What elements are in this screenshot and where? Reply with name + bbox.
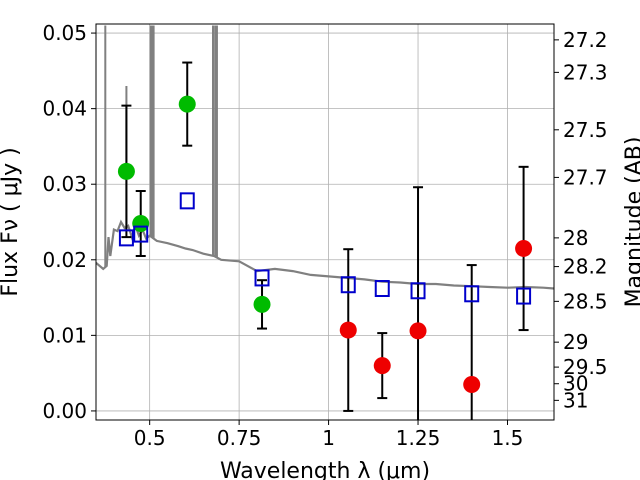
data-point	[253, 295, 271, 313]
right-axis-label: Magnitude (AB)	[622, 137, 640, 308]
data-point	[463, 375, 481, 393]
right-tick-label: 28.2	[563, 255, 608, 279]
y-tick-label: 0.05	[42, 21, 87, 45]
model-square	[133, 225, 149, 243]
spectrum-layer	[96, 25, 554, 290]
y-tick-label: 0.03	[42, 172, 87, 196]
y-tick-label: 0.01	[42, 323, 87, 347]
data-point	[132, 215, 150, 233]
x-tick-label: 0.75	[217, 426, 262, 450]
plot-frame	[95, 23, 555, 421]
data-point	[117, 162, 135, 180]
x-axis-label: Wavelength λ (μm)	[220, 459, 430, 480]
x-axis-ticks: 0.5 0.75 1 1.25 1.5	[134, 420, 524, 450]
model-square	[464, 285, 480, 303]
model-square	[516, 287, 532, 305]
y-tick-label: 0.00	[42, 399, 87, 423]
spectrum-group	[96, 25, 554, 290]
model-square	[374, 280, 390, 298]
right-tick-label: 27.3	[563, 60, 608, 84]
points-layer	[117, 61, 533, 420]
right-tick-label: 28.5	[563, 289, 608, 313]
x-tick-label: 0.5	[134, 426, 166, 450]
right-tick-label: 28	[563, 226, 588, 250]
data-point	[373, 357, 391, 375]
model-square	[118, 229, 134, 247]
data-point	[339, 321, 357, 339]
right-tick-label: 31	[563, 388, 588, 412]
model-square	[254, 269, 270, 287]
x-tick-label: 1.25	[396, 426, 441, 450]
y-axis-label: Flux Fν ( μJy )	[0, 147, 23, 296]
right-tick-label: 27.2	[563, 28, 608, 52]
data-point	[515, 239, 533, 257]
right-tick-label: 29.5	[563, 355, 608, 379]
x-tick-label: 1.5	[492, 426, 524, 450]
right-tick-label: 29	[563, 330, 588, 354]
model-square	[410, 282, 426, 300]
x-tick-label: 1	[322, 426, 335, 450]
right-tick-label: 27.7	[563, 165, 608, 189]
grid	[96, 24, 554, 420]
right-tick-label: 30	[563, 372, 588, 396]
y-axis-ticks: 0.00 0.01 0.02 0.03 0.04 0.05	[42, 21, 96, 423]
data-point	[178, 95, 196, 113]
y-tick-label: 0.04	[42, 97, 87, 121]
model-spectrum-line	[96, 219, 554, 290]
data-point	[409, 322, 427, 340]
model-square	[340, 276, 356, 294]
right-tick-label: 27.5	[563, 118, 608, 142]
y-tick-label: 0.02	[42, 248, 87, 272]
model-square	[179, 192, 195, 210]
